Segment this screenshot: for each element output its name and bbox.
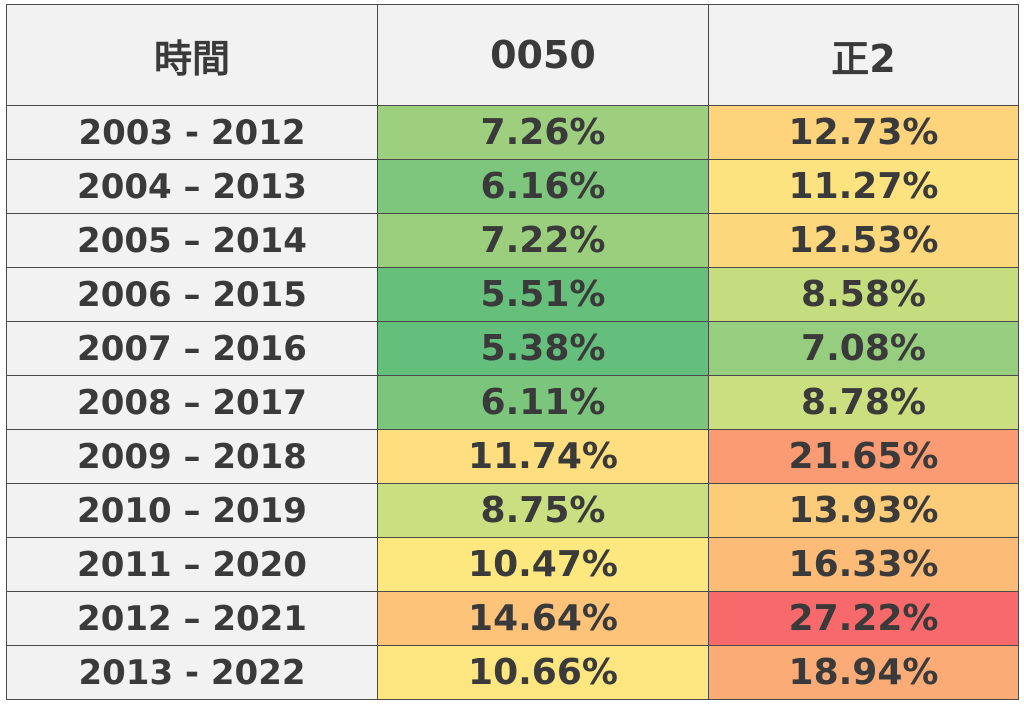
value-zheng2-cell: 21.65% bbox=[708, 429, 1019, 484]
value-0050-cell: 6.11% bbox=[377, 375, 709, 430]
value-zheng2-cell: 11.27% bbox=[708, 159, 1019, 214]
header-row: 時間 0050 正2 bbox=[6, 4, 1019, 106]
value-zheng2-cell: 13.93% bbox=[708, 483, 1019, 538]
period-cell: 2006 – 2015 bbox=[6, 267, 378, 322]
period-cell: 2011 – 2020 bbox=[6, 537, 378, 592]
table-row: 2010 – 2019 8.75% 13.93% bbox=[6, 483, 1019, 538]
table-row: 2011 – 2020 10.47% 16.33% bbox=[6, 537, 1019, 592]
table-row: 2009 – 2018 11.74% 21.65% bbox=[6, 429, 1019, 484]
table-row: 2007 – 2016 5.38% 7.08% bbox=[6, 321, 1019, 376]
table-row: 2008 – 2017 6.11% 8.78% bbox=[6, 375, 1019, 430]
period-cell: 2012 – 2021 bbox=[6, 591, 378, 646]
value-0050-cell: 7.22% bbox=[377, 213, 709, 268]
period-cell: 2013 - 2022 bbox=[6, 645, 378, 700]
period-cell: 2005 – 2014 bbox=[6, 213, 378, 268]
table-row: 2003 - 2012 7.26% 12.73% bbox=[6, 105, 1019, 160]
value-0050-cell: 14.64% bbox=[377, 591, 709, 646]
value-0050-cell: 10.66% bbox=[377, 645, 709, 700]
header-period: 時間 bbox=[6, 4, 378, 106]
value-zheng2-cell: 12.53% bbox=[708, 213, 1019, 268]
returns-table: 時間 0050 正2 2003 - 2012 7.26% 12.73% 2004 – … bbox=[6, 4, 1019, 700]
value-0050-cell: 7.26% bbox=[377, 105, 709, 160]
value-zheng2-cell: 18.94% bbox=[708, 645, 1019, 700]
value-zheng2-cell: 8.58% bbox=[708, 267, 1019, 322]
value-zheng2-cell: 27.22% bbox=[708, 591, 1019, 646]
period-cell: 2004 – 2013 bbox=[6, 159, 378, 214]
table-body: 2003 - 2012 7.26% 12.73% 2004 – 2013 6.16% 11… bbox=[6, 105, 1019, 700]
value-0050-cell: 5.51% bbox=[377, 267, 709, 322]
period-cell: 2009 – 2018 bbox=[6, 429, 378, 484]
value-0050-cell: 8.75% bbox=[377, 483, 709, 538]
header-zheng2: 正2 bbox=[708, 4, 1019, 106]
period-cell: 2003 - 2012 bbox=[6, 105, 378, 160]
value-0050-cell: 11.74% bbox=[377, 429, 709, 484]
period-cell: 2007 – 2016 bbox=[6, 321, 378, 376]
value-0050-cell: 6.16% bbox=[377, 159, 709, 214]
table-row: 2005 – 2014 7.22% 12.53% bbox=[6, 213, 1019, 268]
period-cell: 2010 – 2019 bbox=[6, 483, 378, 538]
value-zheng2-cell: 8.78% bbox=[708, 375, 1019, 430]
table-row: 2012 – 2021 14.64% 27.22% bbox=[6, 591, 1019, 646]
table-row: 2006 – 2015 5.51% 8.58% bbox=[6, 267, 1019, 322]
value-0050-cell: 10.47% bbox=[377, 537, 709, 592]
value-0050-cell: 5.38% bbox=[377, 321, 709, 376]
value-zheng2-cell: 16.33% bbox=[708, 537, 1019, 592]
header-0050: 0050 bbox=[377, 4, 709, 106]
period-cell: 2008 – 2017 bbox=[6, 375, 378, 430]
value-zheng2-cell: 7.08% bbox=[708, 321, 1019, 376]
table-row: 2013 - 2022 10.66% 18.94% bbox=[6, 645, 1019, 700]
table-row: 2004 – 2013 6.16% 11.27% bbox=[6, 159, 1019, 214]
value-zheng2-cell: 12.73% bbox=[708, 105, 1019, 160]
